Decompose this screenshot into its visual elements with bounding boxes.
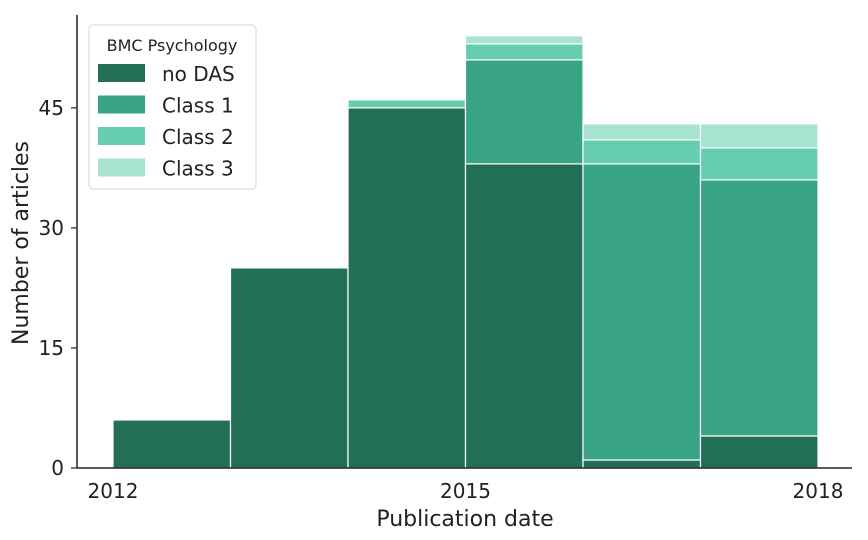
bar-2016-series-4 (582, 123, 702, 141)
axes-layer (76, 15, 852, 469)
x-axis-title: Publication date (376, 507, 553, 532)
bar-2017-series-4 (699, 123, 819, 149)
x-tick-labels: 2012 2015 2018 (88, 479, 844, 503)
y-axis-title: Number of articles (9, 141, 34, 345)
bar-2017-series-3 (699, 147, 819, 181)
legend-swatch-4 (98, 158, 145, 177)
legend-label-4: Class 3 (162, 157, 234, 181)
bar-2015-series-2 (464, 59, 584, 165)
bar-2016-series-3 (582, 139, 702, 165)
bar-2015-series-1 (464, 163, 584, 469)
y-tick-label-0: 0 (51, 456, 64, 480)
bar-2014-series-3 (347, 99, 467, 109)
legend-swatch-2 (98, 95, 145, 114)
y-tick-labels: 0 15 30 45 (39, 96, 77, 480)
y-tick-label-30: 30 (39, 216, 64, 240)
bar-2014-series-1 (347, 107, 467, 469)
bar-2016-series-2 (582, 163, 702, 461)
bar-2013-series-1 (229, 267, 349, 469)
y-tick-label-15: 15 (39, 336, 64, 360)
x-tick-label-2012: 2012 (88, 479, 139, 503)
bar-2016-series-1 (582, 459, 702, 469)
y-tick-label-45: 45 (39, 96, 64, 120)
legend-label-2: Class 1 (162, 94, 234, 118)
bar-2015-series-4 (464, 35, 584, 45)
bar-2015-series-3 (464, 43, 584, 61)
x-tick-label-2015: 2015 (440, 479, 491, 503)
legend-swatch-1 (98, 64, 145, 82)
bar-2012-series-1 (112, 419, 232, 469)
legend-label-1: no DAS (162, 62, 235, 86)
legend-title: BMC Psychology (107, 36, 238, 55)
bars-layer (112, 35, 819, 469)
legend-items: no DAS Class 1 Class 2 Class 3 (98, 62, 235, 181)
x-tick-label-2018: 2018 (793, 479, 844, 503)
legend: BMC Psychology no DAS Class 1 Class 2 Class… (88, 24, 257, 190)
legend-swatch-3 (98, 127, 145, 145)
legend-label-3: Class 2 (162, 125, 234, 149)
bar-2017-series-1 (699, 435, 819, 469)
bar-2017-series-2 (699, 179, 819, 437)
